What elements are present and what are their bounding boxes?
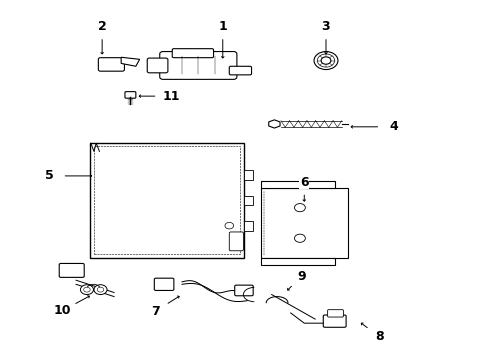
Circle shape xyxy=(80,285,93,294)
FancyBboxPatch shape xyxy=(327,310,343,317)
Circle shape xyxy=(97,287,103,292)
FancyBboxPatch shape xyxy=(125,92,136,98)
Text: 6: 6 xyxy=(299,176,308,189)
Bar xyxy=(244,195,253,205)
Text: 4: 4 xyxy=(389,120,398,133)
Text: 7: 7 xyxy=(151,305,159,318)
FancyBboxPatch shape xyxy=(147,58,167,73)
FancyBboxPatch shape xyxy=(234,285,253,296)
Bar xyxy=(94,147,240,255)
Bar xyxy=(260,188,347,258)
Bar xyxy=(89,143,244,258)
Text: 3: 3 xyxy=(321,20,329,33)
Polygon shape xyxy=(121,57,140,66)
Circle shape xyxy=(313,51,337,69)
Text: 9: 9 xyxy=(297,270,305,283)
Bar xyxy=(244,170,253,180)
Circle shape xyxy=(83,287,90,292)
Bar xyxy=(260,181,334,188)
FancyBboxPatch shape xyxy=(229,232,243,251)
FancyBboxPatch shape xyxy=(229,66,251,75)
Circle shape xyxy=(321,57,330,64)
FancyBboxPatch shape xyxy=(154,278,174,291)
Text: 11: 11 xyxy=(162,90,180,103)
FancyBboxPatch shape xyxy=(323,315,346,327)
Text: 1: 1 xyxy=(218,20,227,33)
Circle shape xyxy=(94,285,107,294)
Text: 8: 8 xyxy=(374,330,383,343)
Text: 10: 10 xyxy=(54,304,71,317)
Circle shape xyxy=(224,222,233,229)
FancyBboxPatch shape xyxy=(59,264,84,277)
Circle shape xyxy=(294,203,305,212)
FancyBboxPatch shape xyxy=(172,49,213,58)
Bar xyxy=(260,258,334,265)
Text: 2: 2 xyxy=(98,20,106,33)
Circle shape xyxy=(294,234,305,242)
FancyBboxPatch shape xyxy=(160,51,236,79)
Text: 5: 5 xyxy=(44,170,53,183)
Polygon shape xyxy=(268,120,280,128)
FancyBboxPatch shape xyxy=(98,58,124,71)
Bar xyxy=(244,221,253,230)
